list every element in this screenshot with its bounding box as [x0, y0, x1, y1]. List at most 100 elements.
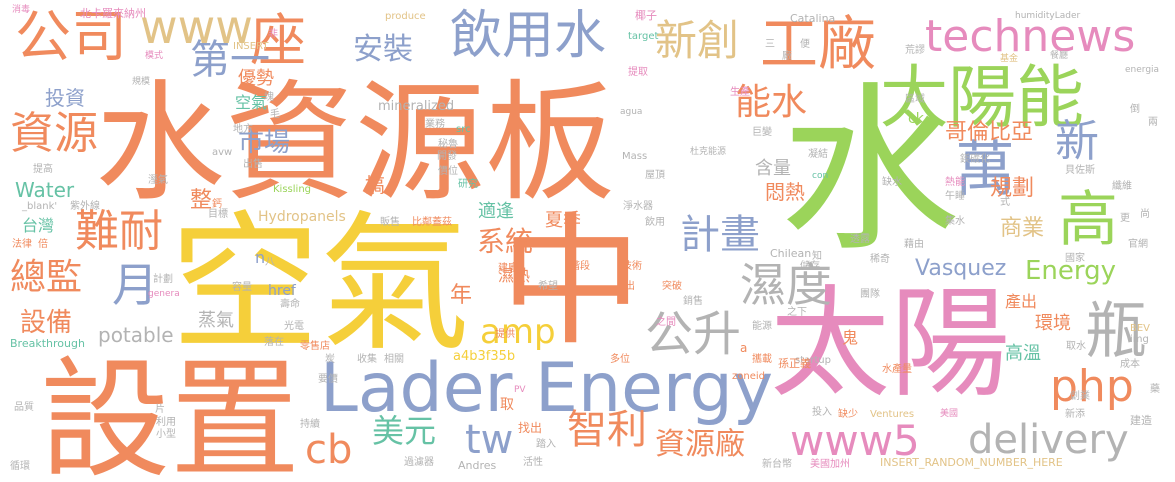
word: a [740, 341, 748, 355]
word: Hydropanels [258, 209, 346, 225]
word: 智利 [567, 407, 647, 453]
word: 新台幣 [762, 459, 792, 470]
word: 銷售 [683, 296, 703, 307]
word: 循環 [10, 461, 30, 472]
word: 椰子 [635, 9, 657, 22]
word: 高 [1058, 185, 1118, 255]
word: 研究 [458, 179, 478, 190]
word: 官網 [1128, 239, 1148, 250]
word: agua [620, 107, 643, 117]
word: 安裝 [353, 32, 413, 67]
word: 更 [1120, 213, 1130, 224]
word: 資源 [10, 108, 98, 159]
word: 夏季 [545, 210, 581, 231]
word: 尚 [1140, 209, 1150, 220]
word: 第一 [190, 37, 270, 83]
word: 業務 [425, 119, 445, 130]
word: 餐廳 [1050, 51, 1069, 61]
word: 水資源板 [95, 67, 616, 219]
word: 鬼 [842, 328, 859, 347]
word: 透露 [850, 234, 870, 245]
word: 凝結 [808, 149, 828, 160]
word: 系統 [477, 225, 534, 258]
word: 相關 [384, 354, 404, 365]
word: 美國加州 [810, 459, 850, 470]
word: 法律 [12, 239, 32, 250]
word: 太陽 [770, 275, 1010, 414]
word: 之下 [787, 307, 807, 318]
word: 總監 [10, 257, 83, 298]
word: 纖維 [1112, 181, 1132, 192]
word: 毛 [270, 109, 280, 120]
word: 找出 [518, 421, 543, 435]
word: _blank' [22, 201, 58, 212]
word: 知 [812, 251, 822, 262]
word: 基金 [1000, 54, 1019, 64]
word: 便 [800, 39, 810, 50]
word: 屋頂 [645, 170, 665, 181]
word: 創業 [1070, 391, 1090, 402]
word: 美國 [940, 409, 959, 419]
word: 新 [1055, 116, 1099, 167]
word: 片 [155, 404, 165, 415]
word: 地方 [233, 124, 253, 135]
word: 品質 [14, 402, 34, 413]
word: 攜載 [752, 354, 772, 365]
word: potable [98, 323, 174, 347]
word: 零售店 [300, 341, 330, 352]
word: energia [1125, 65, 1160, 75]
word: 儲存 [800, 261, 820, 272]
word: humidityLader [1015, 11, 1081, 21]
word: 濕熱 [498, 266, 531, 285]
word: 設備 [20, 308, 73, 338]
word: mineralized [378, 99, 455, 114]
word: 技術 [622, 261, 642, 272]
word: 希望 [538, 281, 558, 292]
word: 產出 [1005, 292, 1038, 311]
word: 取 [500, 397, 514, 413]
word: 貝佐斯 [1065, 165, 1095, 176]
word: 規模 [132, 77, 151, 87]
word: 新創 [655, 16, 740, 65]
word: 倒 [1130, 104, 1140, 115]
word: Chilean [770, 247, 812, 260]
word: Vasquez [915, 256, 1007, 281]
word: 利用 [156, 417, 176, 428]
word: Water [15, 178, 75, 202]
word: Lader [320, 349, 513, 428]
word: tw [465, 417, 514, 463]
word: 廠 [782, 51, 792, 62]
word: 區域 [905, 94, 925, 105]
word: 過濾器 [404, 457, 434, 468]
word: 壽命 [280, 299, 300, 310]
word: 八 [265, 257, 275, 268]
word: 缺水 [882, 177, 902, 188]
word: 活性 [523, 457, 543, 468]
word: 商業 [1000, 216, 1045, 241]
word: 新添 [1065, 409, 1085, 420]
word: 月 [112, 258, 158, 312]
word: Energy [535, 349, 774, 428]
word: 投入 [812, 407, 832, 418]
word: 熱能 [945, 177, 965, 188]
word: src [456, 124, 471, 135]
word: www [140, 0, 253, 54]
word: 整 [190, 188, 213, 213]
word: 瓶 [1085, 294, 1148, 367]
word: 適逢 [478, 201, 514, 222]
word: 投資 [45, 86, 85, 110]
word: Catalina [790, 12, 836, 25]
word: 飲用水 [450, 6, 607, 66]
word: 鈣 [212, 199, 222, 210]
word: 踏入 [536, 439, 556, 450]
word: 水產量 [882, 364, 912, 375]
word: 建廠 [498, 263, 518, 274]
word: 取水 [1066, 341, 1086, 352]
word: 光電 [284, 321, 304, 332]
word: 秘魯 [438, 139, 458, 150]
word: 資源廠 [655, 427, 745, 462]
word: 價位 [438, 166, 458, 177]
word: 小型 [156, 429, 176, 440]
word: 水 [780, 67, 961, 276]
